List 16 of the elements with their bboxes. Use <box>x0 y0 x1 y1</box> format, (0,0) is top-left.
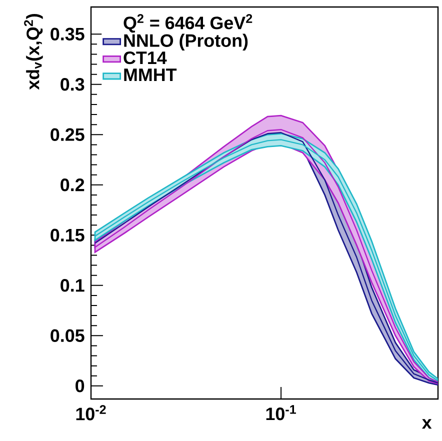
x-tick-label: 10$^{-2}$ <box>76 405 106 420</box>
y-tick-label: 0.35 <box>50 28 84 40</box>
y-tick-label: 0.15 <box>50 228 84 242</box>
legend-label: NNLO (Proton) <box>124 34 248 50</box>
legend-label: MMHT <box>124 68 177 81</box>
y-tick-label: 0 <box>76 380 84 392</box>
y-tick-label: 0.1 <box>60 279 84 292</box>
y-tick-label: 0.25 <box>50 128 84 141</box>
legend-label: CT14 <box>124 51 167 64</box>
x-tick-label: 10$^{-1}$ <box>266 405 296 420</box>
y-tick-label: 0.3 <box>60 78 84 91</box>
legend-title: Q$^{2}$ = 6464 GeV$^{2}$ <box>124 14 252 33</box>
y-tick-label: 0.2 <box>60 178 84 192</box>
y-axis-title: xd$_{v}$(x,Q$^{2}$) <box>24 14 43 90</box>
x-axis-title: x <box>422 419 432 429</box>
y-tick-label: 0.05 <box>50 329 84 342</box>
